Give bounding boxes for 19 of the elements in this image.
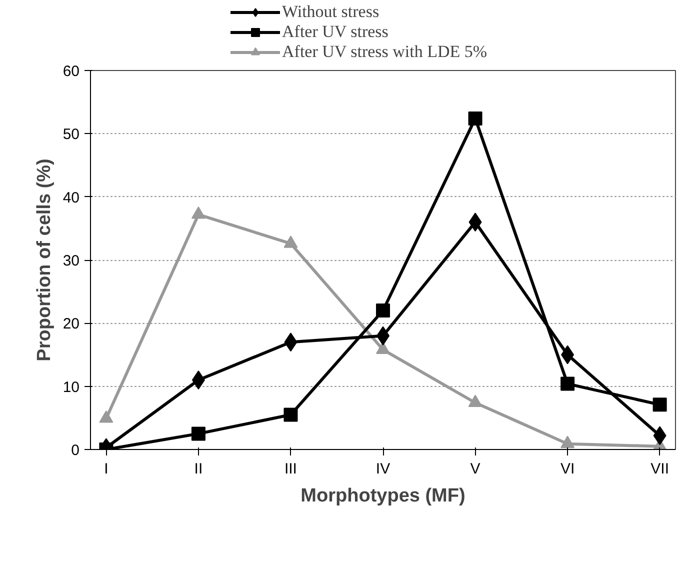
y-tick-label: 50	[62, 126, 80, 144]
x-tick-label: III	[284, 460, 297, 478]
y-tick-label: 30	[62, 252, 80, 270]
x-tick-label: VII	[650, 460, 669, 478]
y-tick-label: 10	[62, 378, 80, 396]
y-tick-label: 40	[62, 189, 80, 206]
x-tick-label: V	[470, 460, 480, 478]
y-tick-label: 20	[62, 316, 80, 333]
legend-label: After UV stress	[282, 22, 388, 42]
y-axis-title: Proportion of cells (%)	[34, 158, 55, 362]
x-tick-label: IV	[376, 460, 390, 478]
x-tick-label: II	[194, 460, 203, 478]
x-tick-label: VI	[560, 460, 575, 478]
legend-label: Without stress	[282, 2, 380, 22]
y-tick-label: 0	[71, 442, 80, 459]
legend-label: After UV stress with LDE 5%	[282, 42, 488, 62]
y-tick-label: 60	[62, 63, 80, 80]
x-tick-label: I	[104, 460, 108, 478]
x-axis-title: Morphotypes (MF)	[300, 486, 466, 506]
